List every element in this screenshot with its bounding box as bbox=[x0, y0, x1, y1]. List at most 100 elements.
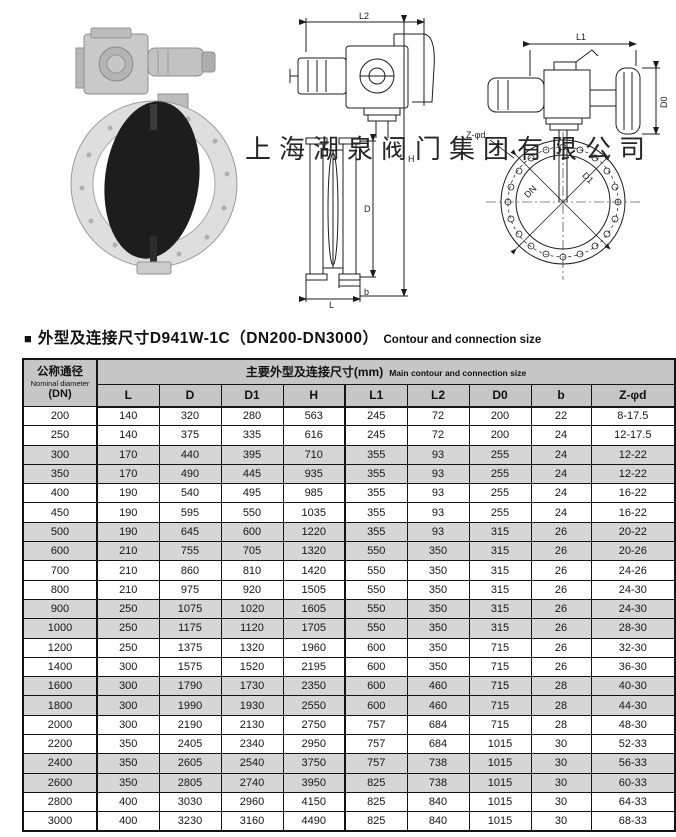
cell-h: 1035 bbox=[282, 502, 346, 523]
dim-label-z-phi-d: Z-φd bbox=[466, 130, 485, 140]
cell-z-φd: 44-30 bbox=[590, 695, 676, 716]
cell-dn: 2200 bbox=[22, 734, 98, 755]
cell-l1: 550 bbox=[344, 579, 408, 600]
cell-d0: 255 bbox=[468, 444, 532, 465]
cell-b: 26 bbox=[530, 521, 592, 543]
table-row: 200 140 320 280 563 245 72 200 22 8-17.5 bbox=[22, 405, 676, 427]
cell-l1: 245 bbox=[344, 425, 408, 446]
cell-d1: 1120 bbox=[220, 618, 284, 639]
cell-l: 210 bbox=[96, 541, 160, 562]
cell-l2: 350 bbox=[406, 656, 470, 678]
cell-b: 24 bbox=[530, 463, 592, 485]
cell-d0: 1015 bbox=[468, 791, 532, 813]
table-row: 2600 350 2805 2740 3950 825 738 1015 30 60-33 bbox=[22, 772, 676, 793]
cell-d: 975 bbox=[158, 579, 222, 600]
cell-d0: 715 bbox=[468, 637, 532, 658]
cell-d1: 3160 bbox=[220, 811, 284, 832]
cell-z-φd: 12-22 bbox=[590, 444, 676, 465]
cell-d0: 1015 bbox=[468, 811, 532, 832]
cell-b: 30 bbox=[530, 811, 592, 832]
cell-h: 2750 bbox=[282, 714, 346, 736]
cell-dn: 2400 bbox=[22, 753, 98, 774]
cell-d1: 600 bbox=[220, 521, 284, 543]
cell-d1: 1930 bbox=[220, 695, 284, 716]
cell-h: 1320 bbox=[282, 541, 346, 562]
cell-h: 2350 bbox=[282, 676, 346, 697]
cell-d0: 315 bbox=[468, 521, 532, 543]
cell-dn: 300 bbox=[22, 444, 98, 465]
cell-h: 3950 bbox=[282, 772, 346, 793]
cell-h: 935 bbox=[282, 463, 346, 485]
cell-z-φd: 8-17.5 bbox=[590, 405, 676, 427]
table-row: 300 170 440 395 710 355 93 255 24 12-22 bbox=[22, 444, 676, 465]
cell-dn: 3000 bbox=[22, 811, 98, 832]
dim-label-l1: L1 bbox=[576, 32, 586, 42]
cell-d0: 715 bbox=[468, 714, 532, 736]
cell-l: 210 bbox=[96, 560, 160, 581]
cell-d1: 1730 bbox=[220, 676, 284, 697]
cell-l2: 684 bbox=[406, 734, 470, 755]
cell-b: 30 bbox=[530, 772, 592, 793]
cell-d1: 920 bbox=[220, 579, 284, 600]
cell-l1: 355 bbox=[344, 483, 408, 504]
cell-l: 190 bbox=[96, 483, 160, 504]
cell-l: 400 bbox=[96, 811, 160, 832]
cell-h: 616 bbox=[282, 425, 346, 446]
table-row: 1200 250 1375 1320 1960 600 350 715 26 32-30 bbox=[22, 637, 676, 658]
cell-b: 26 bbox=[530, 656, 592, 678]
cell-l2: 93 bbox=[406, 463, 470, 485]
table-row: 2800 400 3030 2960 4150 825 840 1015 30 64-33 bbox=[22, 791, 676, 813]
cell-l1: 757 bbox=[344, 714, 408, 736]
cell-l: 140 bbox=[96, 425, 160, 446]
cell-l1: 550 bbox=[344, 541, 408, 562]
cell-b: 26 bbox=[530, 560, 592, 581]
cell-d1: 2340 bbox=[220, 734, 284, 755]
cell-h: 2550 bbox=[282, 695, 346, 716]
cell-l: 210 bbox=[96, 579, 160, 600]
cell-d1: 395 bbox=[220, 444, 284, 465]
cell-d: 3230 bbox=[158, 811, 222, 832]
cell-l2: 72 bbox=[406, 425, 470, 446]
cell-z-φd: 52-33 bbox=[590, 734, 676, 755]
cell-l2: 93 bbox=[406, 483, 470, 504]
cell-z-φd: 24-26 bbox=[590, 560, 676, 581]
cell-l2: 350 bbox=[406, 598, 470, 620]
cell-z-φd: 68-33 bbox=[590, 811, 676, 832]
cell-l2: 738 bbox=[406, 772, 470, 793]
table-row: 350 170 490 445 935 355 93 255 24 12-22 bbox=[22, 463, 676, 485]
cell-d1: 2130 bbox=[220, 714, 284, 736]
cell-d: 1990 bbox=[158, 695, 222, 716]
cell-l1: 825 bbox=[344, 791, 408, 813]
col-header-dn: 公称通径 Nominal diameter (DN) bbox=[22, 358, 98, 407]
cell-h: 710 bbox=[282, 444, 346, 465]
table-row: 500 190 645 600 1220 355 93 315 26 20-22 bbox=[22, 521, 676, 543]
table-row: 1000 250 1175 1120 1705 550 350 315 26 28-30 bbox=[22, 618, 676, 639]
cell-b: 30 bbox=[530, 753, 592, 774]
table-row: 250 140 375 335 616 245 72 200 24 12-17.5 bbox=[22, 425, 676, 446]
cell-l: 250 bbox=[96, 618, 160, 639]
cell-b: 28 bbox=[530, 714, 592, 736]
cell-z-φd: 36-30 bbox=[590, 656, 676, 678]
cell-z-φd: 20-26 bbox=[590, 541, 676, 562]
cell-d: 375 bbox=[158, 425, 222, 446]
cell-l1: 757 bbox=[344, 734, 408, 755]
cell-b: 30 bbox=[530, 734, 592, 755]
cell-d0: 255 bbox=[468, 463, 532, 485]
cell-d0: 315 bbox=[468, 579, 532, 600]
cell-d0: 255 bbox=[468, 483, 532, 504]
cell-d: 1075 bbox=[158, 598, 222, 620]
cell-l1: 355 bbox=[344, 521, 408, 543]
cell-b: 28 bbox=[530, 676, 592, 697]
cell-d1: 2740 bbox=[220, 772, 284, 793]
cell-dn: 200 bbox=[22, 405, 98, 427]
cell-l2: 72 bbox=[406, 405, 470, 427]
cell-dn: 2600 bbox=[22, 772, 98, 793]
cell-l2: 93 bbox=[406, 502, 470, 523]
cell-d1: 335 bbox=[220, 425, 284, 446]
cell-h: 985 bbox=[282, 483, 346, 504]
col-header-dn-cn: 公称通径 bbox=[37, 365, 83, 378]
dim-label-b: b bbox=[364, 287, 369, 297]
cell-d: 1575 bbox=[158, 656, 222, 678]
cell-d0: 255 bbox=[468, 502, 532, 523]
cell-dn: 600 bbox=[22, 541, 98, 562]
